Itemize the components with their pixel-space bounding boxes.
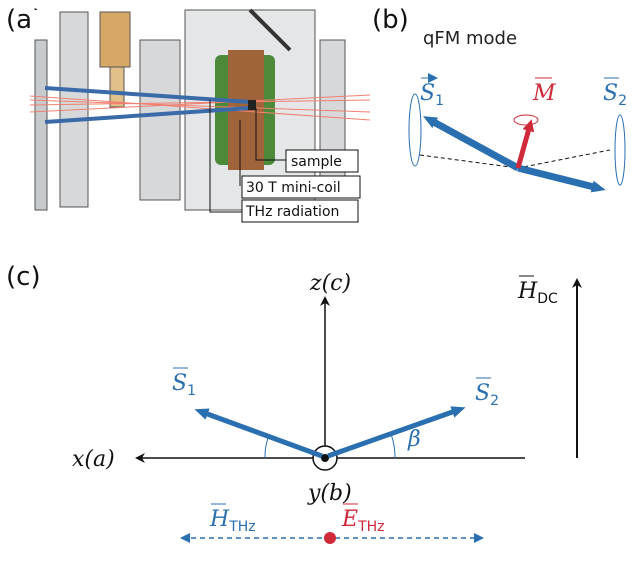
symbol: S [172,371,187,396]
angle-arc [391,434,395,458]
callout-label: sample [291,154,342,170]
figure: (a) sample 30 T mini-coil THz radiation … [0,0,641,569]
subscript: THz [228,519,255,535]
symbol: H [209,507,230,532]
symbol: S [420,81,435,106]
symbol: S [603,81,618,106]
symbol: H [517,279,538,304]
apparatus: sample 30 T mini-coil THz radiation [30,10,370,222]
symbol: M [532,81,556,106]
panel-label: (c) [6,262,41,292]
body: (a) sample 30 T mini-coil THz radiation … [0,0,641,569]
vector-label: S2 [475,381,499,409]
vector-label: S2 [603,81,627,109]
magnetization-arrow [518,125,530,168]
callout-label: 30 T mini-coil [246,180,341,196]
symbol: S [475,381,490,406]
wall [35,40,47,210]
subscript: DC [537,291,558,307]
precession-ellipse [514,115,538,125]
vector-label: S1 [172,371,196,399]
vector-label: HDC [517,279,558,307]
brass-part [110,67,124,107]
panel-title: qFM mode [423,28,517,49]
vector-label: HTHz [209,507,256,535]
spin-arrow [202,412,322,456]
axis-label: x(a) [72,447,115,472]
spin-arrow [430,120,518,168]
callout-label: THz radiation [245,204,339,220]
axis-label: z(c) [309,271,351,296]
page: {"panels":{ "a":{"label":"(a)","labels":… [0,0,641,569]
precession-ellipse [615,115,625,185]
vector-label: S1 [420,81,444,109]
axis-label: y(b) [307,481,352,506]
brass-part [100,12,130,67]
subscript: THz [357,519,384,535]
subscript: 1 [435,93,444,109]
e-field-dot [324,532,336,544]
vector-label: ETHz [341,507,385,535]
angle-label: β [407,427,421,452]
vector-label: M [532,81,556,106]
symbol: E [341,507,358,532]
subscript: 1 [187,383,196,399]
subscript: 2 [490,393,499,409]
sample-mark [248,100,256,110]
housing [140,40,180,200]
subscript: 2 [618,93,627,109]
spin-arrow [518,168,598,188]
panel-label: (b) [372,5,409,35]
spin-arrow [328,410,458,456]
angle-arc [265,438,268,458]
